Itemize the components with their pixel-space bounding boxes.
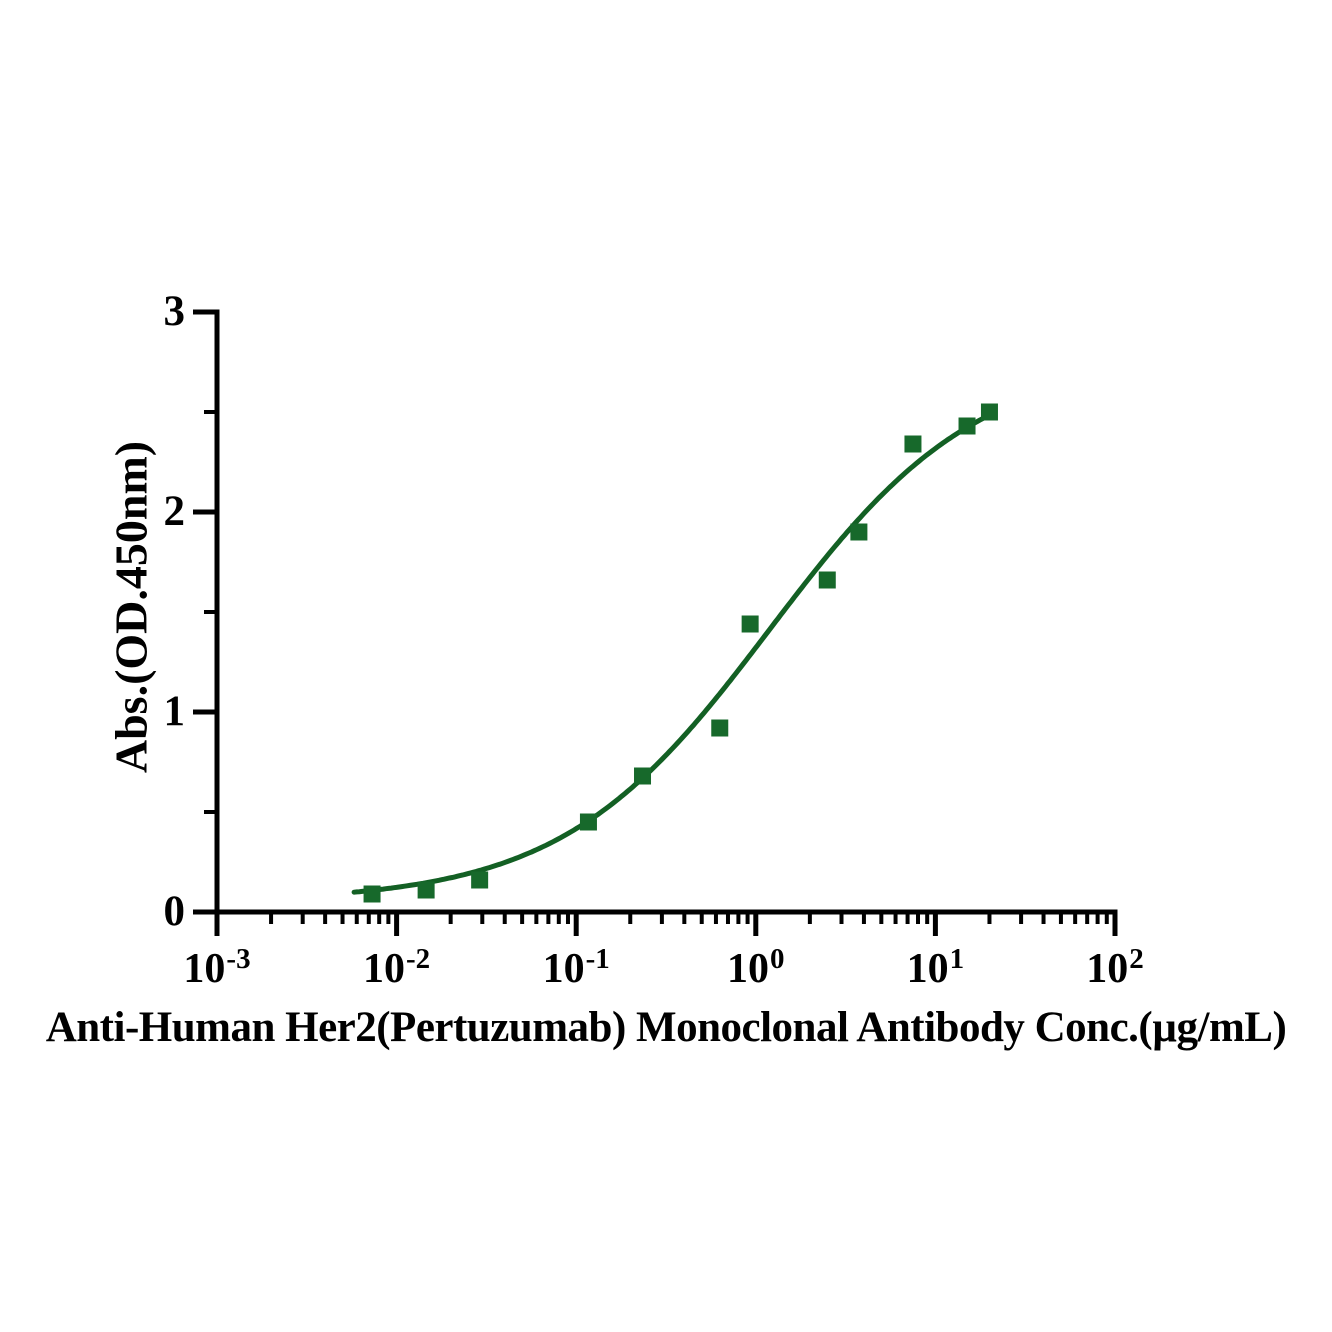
data-point-marker (741, 615, 759, 633)
x-tick-base: 10 (1086, 946, 1129, 992)
data-point-marker (980, 403, 998, 421)
y-tick-label: 0 (163, 888, 186, 935)
x-tick-exponent: 0 (770, 943, 785, 975)
x-tick-label: 10-2 (327, 936, 467, 992)
x-tick-label: 101 (865, 936, 1005, 992)
x-tick-base: 10 (363, 946, 405, 992)
x-tick-label: 10-3 (147, 936, 287, 992)
data-point-marker (904, 435, 922, 453)
data-point-marker (579, 813, 597, 831)
y-tick-label: 2 (163, 488, 186, 535)
data-point-marker (634, 767, 652, 785)
data-point-marker (958, 417, 976, 435)
data-point-marker (417, 881, 435, 899)
x-tick-exponent: -3 (226, 943, 251, 975)
x-tick-exponent: 1 (949, 943, 965, 975)
data-point-marker (850, 523, 868, 541)
y-tick-label: 3 (163, 288, 186, 335)
data-point-marker (818, 571, 836, 589)
x-tick-base: 10 (727, 946, 770, 992)
x-tick-label: 102 (1045, 936, 1185, 992)
fit-curve (351, 412, 993, 895)
data-point-marker (363, 885, 381, 903)
y-tick-label: 1 (163, 688, 186, 735)
x-axis-title: Anti-Human Her2(Pertuzumab) Monoclonal A… (45, 1004, 1287, 1051)
x-tick-label: 100 (686, 936, 826, 992)
x-tick-base: 10 (542, 946, 585, 992)
data-point-marker (471, 871, 489, 889)
x-tick-exponent: -2 (406, 943, 431, 975)
x-tick-exponent: -1 (585, 943, 610, 975)
data-point-marker (711, 719, 729, 737)
x-tick-label: 10-1 (506, 936, 646, 992)
x-tick-base: 10 (906, 946, 949, 992)
x-tick-base: 10 (183, 946, 226, 992)
x-tick-exponent: 2 (1129, 943, 1144, 975)
